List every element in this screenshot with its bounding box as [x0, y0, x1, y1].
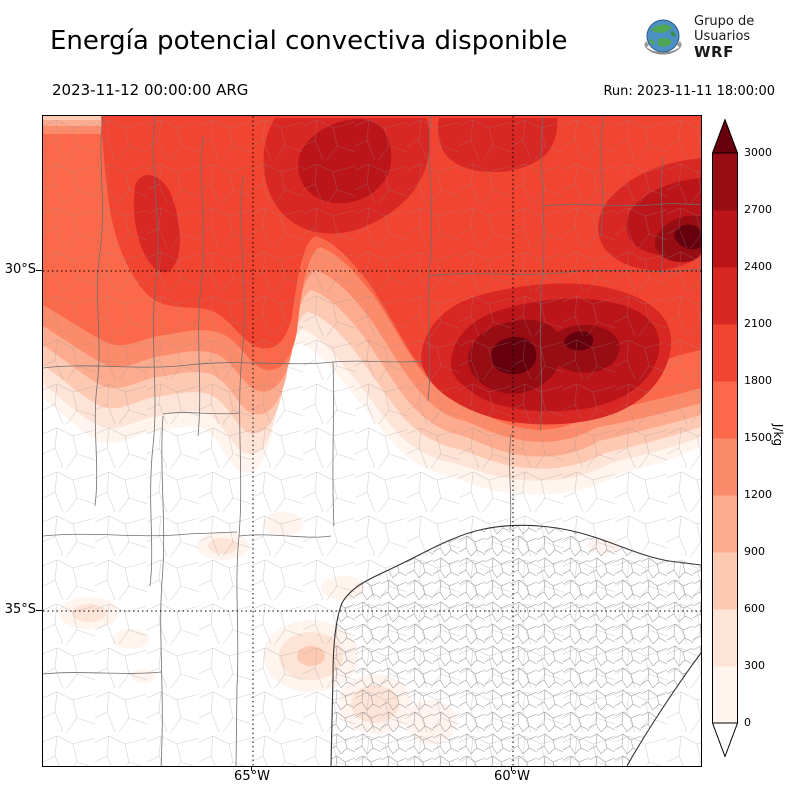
- x-axis-tick: [251, 766, 252, 771]
- y-axis-tick: [36, 610, 42, 611]
- y-tick-label-30s: 30°S: [4, 262, 36, 277]
- colorbar-tick-label: 900: [744, 545, 765, 558]
- valid-time-label: 2023-11-12 00:00:00 ARG: [52, 81, 249, 99]
- y-axis-tick: [36, 270, 42, 271]
- colorbar-tick-label: 2400: [744, 260, 772, 273]
- colorbar-tick-label: 300: [744, 659, 765, 672]
- colorbar-tick-label: 3000: [744, 146, 772, 159]
- logo-line-2: Usuarios: [694, 28, 751, 44]
- x-axis-tick: [511, 766, 512, 771]
- y-tick-label-35s: 35°S: [4, 602, 36, 617]
- colorbar-tick-label: 1500: [744, 431, 772, 444]
- run-time-label: Run: 2023-11-11 18:00:00: [603, 84, 775, 99]
- colorbar-tick-label: 2100: [744, 317, 772, 330]
- page-title: Energía potencial convectiva disponible: [50, 26, 568, 56]
- graticule-gridlines: [43, 116, 701, 766]
- logo-line-3: WRF: [694, 43, 734, 62]
- colorbar-tick-label: 1200: [744, 488, 772, 501]
- colorbar-unit-label: J/kg: [771, 423, 785, 447]
- colorbar-tick-label: 2700: [744, 203, 772, 216]
- colorbar-arrow-bottom: [712, 722, 738, 757]
- colorbar-tick-label: 600: [744, 602, 765, 615]
- colorbar-tick-label: 0: [744, 716, 751, 729]
- x-tick-label-60w: 60°W: [494, 769, 530, 784]
- globe-icon: [644, 19, 682, 55]
- x-tick-label-65w: 65°W: [234, 769, 270, 784]
- map-svg: [43, 116, 701, 766]
- map-canvas: [42, 115, 702, 767]
- colorbar-tick-labels: 0 300 600 900 1200 1500 1800 2100 2400 2700 3000: [744, 119, 788, 757]
- province-boundaries: [43, 116, 701, 766]
- colorbar: [712, 119, 738, 757]
- colorbar-tick-label: 1800: [744, 374, 772, 387]
- colorbar-segments: [712, 153, 738, 724]
- logo-line-1: Grupo de: [694, 14, 755, 30]
- wrf-logo: Grupo de Usuarios WRF: [638, 13, 754, 63]
- colorbar-arrow-top: [712, 119, 738, 154]
- logo-text: Grupo de Usuarios WRF: [694, 14, 755, 62]
- coastline: [626, 652, 701, 766]
